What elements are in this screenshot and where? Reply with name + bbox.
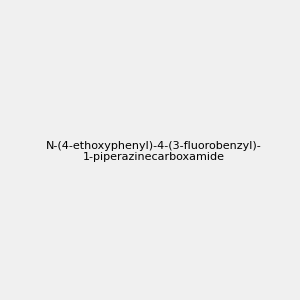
Text: N-(4-ethoxyphenyl)-4-(3-fluorobenzyl)-
1-piperazinecarboxamide: N-(4-ethoxyphenyl)-4-(3-fluorobenzyl)- 1… bbox=[46, 141, 262, 162]
